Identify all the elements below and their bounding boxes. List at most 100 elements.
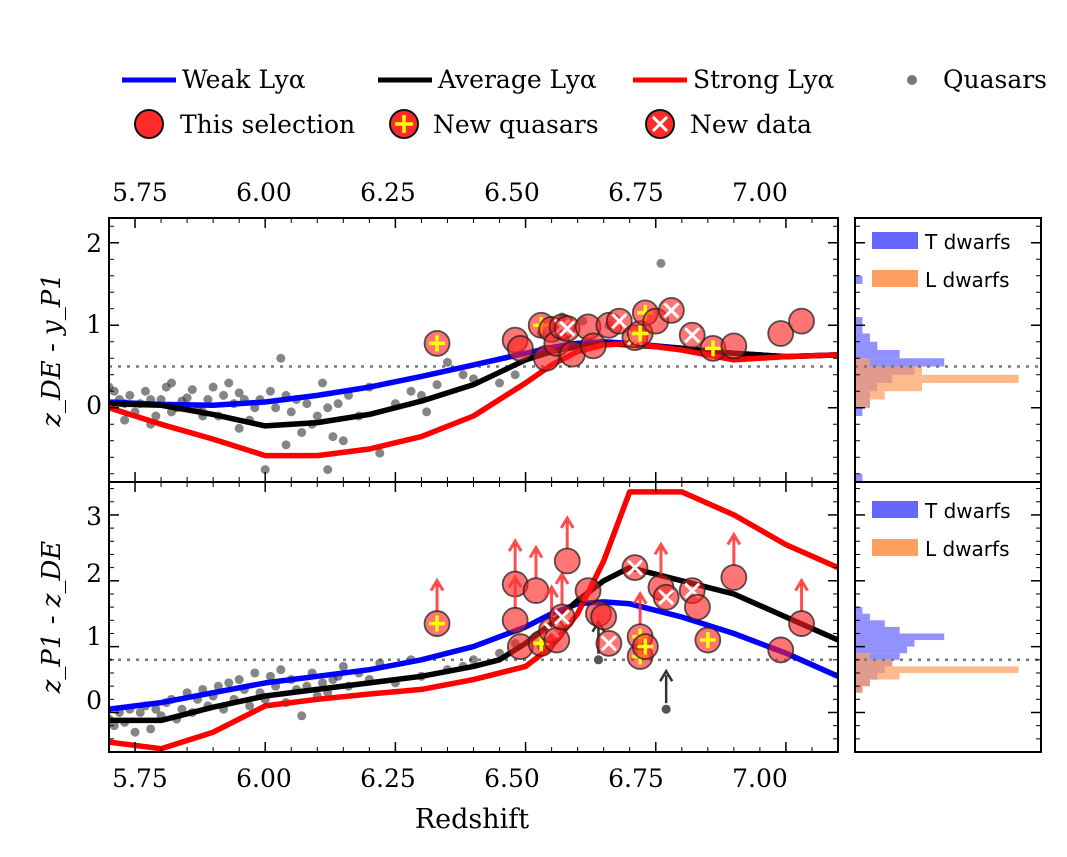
quasar-point [458,370,468,380]
new-data-cross-b [663,302,680,319]
selection-lower-limit-arrowhead [653,541,669,556]
legend-selection-marker [134,109,164,139]
selection-marker [574,577,602,605]
histogram-bar [855,686,863,693]
selection-marker [590,603,618,631]
quasar-point [151,704,161,714]
top-y-tick-label: 0 [86,391,102,420]
quasar-point [203,395,213,404]
selection-marker [501,606,529,634]
quasar-point [109,386,119,396]
quasar-point [135,707,145,717]
histogram-bar [855,666,1019,673]
bottom-hist-legend-l-swatch [872,539,918,556]
quasar-lower-limit-point [661,704,671,714]
histogram-bar [855,333,870,342]
quasar-point [432,380,442,390]
top-y-tick-labels: 0 1 2 [86,229,102,420]
top-x-tick-label: 6.75 [608,178,664,207]
histogram-bar [855,473,863,482]
histogram-bar [855,653,870,660]
quasar-point [276,353,286,363]
quasar-point [406,386,416,396]
bottom-x-tick-labels: 5.75 6.00 6.25 6.50 6.75 7.00 [112,764,788,793]
quasar-point [213,681,223,691]
new-data-cross-b [559,320,576,337]
quasar-point [302,399,312,409]
bottom-series-strong-line [109,489,838,752]
selection-marker [579,332,607,360]
quasar-point [219,390,229,400]
top-hist-legend: T dwarfs L dwarfs [872,230,1011,292]
bottom-panel-frame [108,481,839,753]
quasar-point [182,393,192,403]
selection-lower-limit-arrowhead [429,577,445,592]
top-hist-legend-l-swatch [872,270,918,287]
legend-average-label: Average Lyα [437,65,597,94]
bottom-hist-frame [854,481,1042,753]
histogram-bar [855,407,863,416]
quasar-point [234,388,244,398]
bottom-y-tick-label: 3 [86,502,102,531]
new-data-cross-b [626,559,643,576]
selection-lower-limit-arrowhead [544,584,559,598]
new-data-cross-b [684,582,701,599]
quasar-point [297,428,307,437]
selection-marker [506,334,534,362]
selection-lower-limit-arrowhead [632,590,648,605]
histogram-bar [855,633,945,641]
legend-quasar-dot [907,75,917,85]
top-series-strong-line [109,340,838,459]
selection-marker [767,636,795,664]
selection-lower-limit-arrowhead [559,515,575,529]
quasar-point [265,671,275,681]
quasar-point [276,665,286,675]
legend-strong-label: Strong Lyα [693,65,835,94]
bottom-y-axis-label: z_P1 - z_DE [37,541,67,695]
quasar-lower-limit-arrowhead [659,668,674,682]
legend-quasars-label: Quasars [943,65,1047,94]
quasar-point [265,386,275,396]
selection-lower-limit-arrowhead [507,538,523,552]
legend: Weak Lyα Average Lyα Strong Lyα Quasars … [122,65,1047,139]
quasar-point [166,378,176,388]
bottom-x-tick-label: 6.25 [360,764,416,793]
histogram-bar [855,366,922,375]
selection-marker [553,547,581,575]
quasar-point [286,407,296,417]
histogram-bar [855,383,922,392]
histogram-bar [855,620,885,627]
bottom-histogram [854,481,1042,753]
quasar-point [140,386,150,396]
bottom-y-tick-label: 0 [86,686,102,715]
histogram-bar [855,613,870,621]
legend-new-data-marker [645,109,675,139]
new-data-cross-b [658,589,675,606]
histogram-bar [855,646,908,654]
selection-lower-limit-arrowhead [554,571,570,585]
quasar-point [469,655,478,665]
quasar-point [317,378,327,388]
legend-new-quasars-label: New quasars [433,110,599,139]
quasar-point [323,403,333,413]
legend-new-data-label: New data [690,110,812,139]
bottom-hist-legend-t-swatch [872,501,918,518]
quasar-point [442,357,452,367]
quasar-point [271,403,281,413]
quasar-point [328,432,338,442]
quasar-point [510,370,520,380]
selection-marker [720,564,748,591]
selection-marker [788,307,815,335]
legend-new-quasar-marker [389,109,419,139]
quasar-point [224,678,234,688]
top-x-tick-labels: 5.75 6.00 6.25 6.50 6.75 7.00 [112,178,788,207]
histogram-bar [855,325,863,334]
bottom-y-tick-labels: 0 1 2 3 [86,502,102,715]
legend-selection-label: This selection [180,110,355,139]
histogram-bar [855,374,1019,383]
selection-marker [767,320,795,347]
histogram-bar [855,672,900,680]
histogram-bar [855,653,900,660]
quasar-point [146,724,156,734]
